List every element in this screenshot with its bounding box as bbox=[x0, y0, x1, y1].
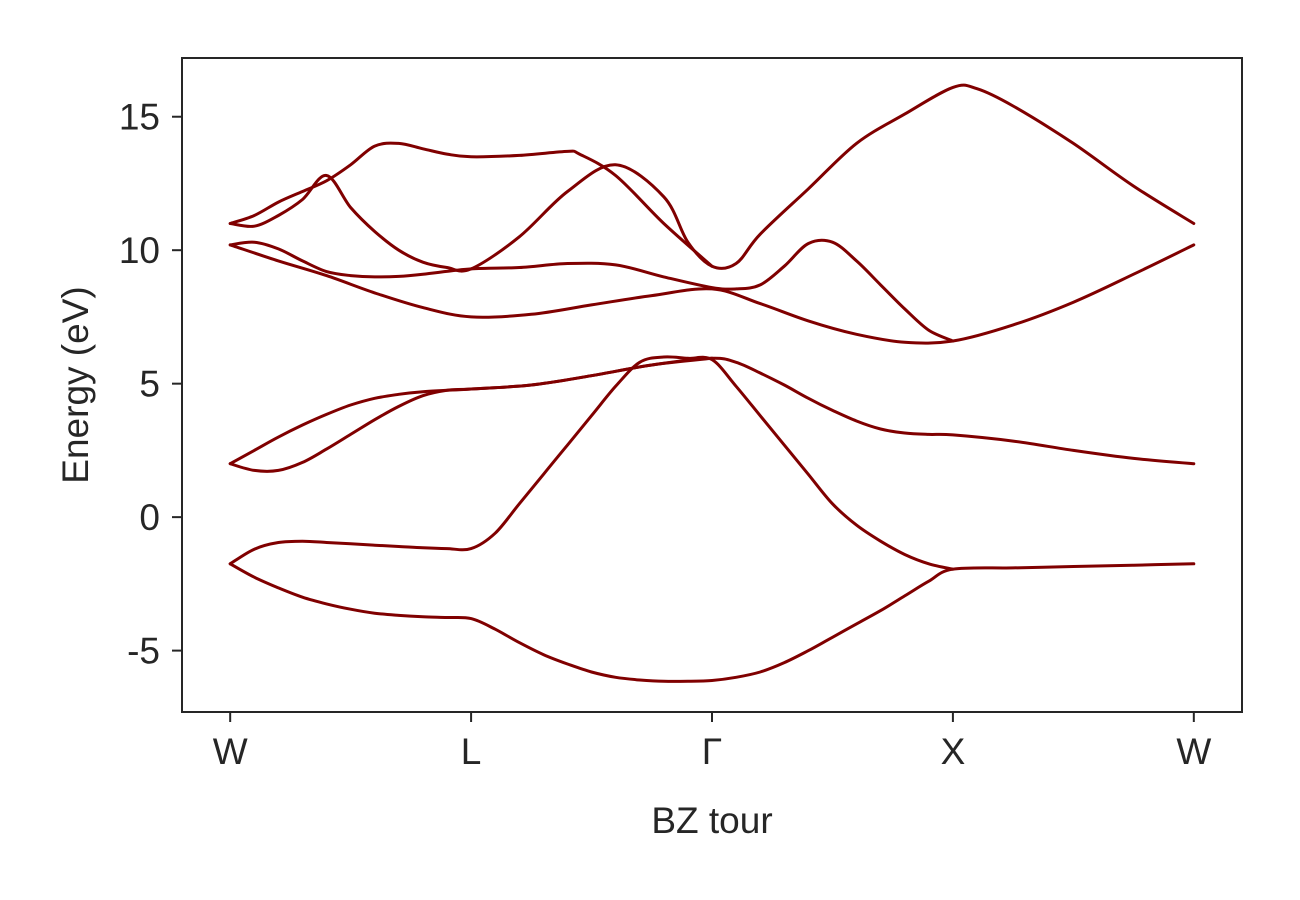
y-tick-label: -5 bbox=[127, 631, 160, 672]
y-tick-label: 15 bbox=[119, 97, 160, 138]
band-line-6 bbox=[228, 238, 955, 343]
x-axis-label: BZ tour bbox=[651, 800, 772, 841]
band-line-2 bbox=[228, 355, 955, 571]
band-line-1 bbox=[228, 562, 1196, 683]
x-tick-label: X bbox=[941, 731, 966, 772]
y-tick-label: 0 bbox=[139, 497, 160, 538]
x-tick-label: W bbox=[213, 731, 248, 772]
y-axis-label: Energy (eV) bbox=[55, 286, 96, 483]
y-axis-ticks: -5 0 5 10 15 bbox=[119, 97, 182, 672]
band-line-4 bbox=[228, 356, 714, 466]
y-tick-label: 10 bbox=[119, 230, 160, 271]
series-layer bbox=[228, 83, 1196, 683]
y-tick-label: 5 bbox=[139, 364, 160, 405]
band-line-8 bbox=[228, 141, 714, 268]
x-tick-label: L bbox=[461, 731, 482, 772]
x-tick-label: Γ bbox=[702, 731, 722, 772]
band-line-7 bbox=[228, 83, 1196, 273]
x-tick-label: W bbox=[1176, 731, 1211, 772]
